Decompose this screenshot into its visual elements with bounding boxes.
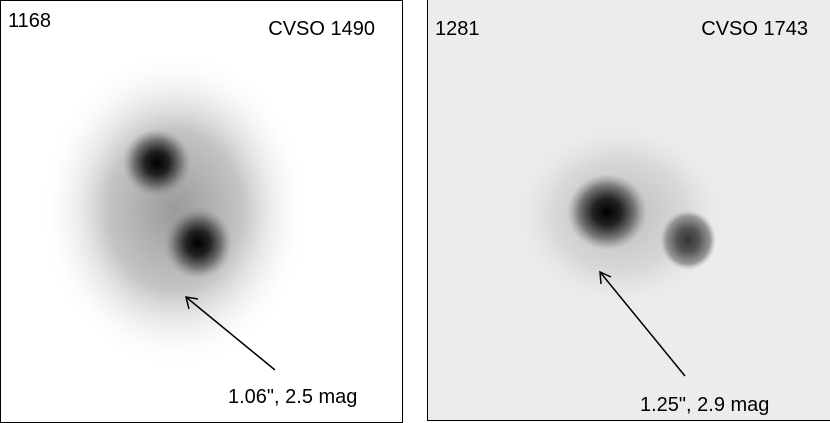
star-primary [567,174,647,250]
arrow [185,296,276,371]
star-secondary [164,207,232,279]
object-id: 1281 [435,18,480,40]
annotation: 1.06", 2.5 mag [228,386,357,408]
object-name: CVSO 1743 [701,18,808,40]
object-name: CVSO 1490 [268,18,375,40]
object-id: 1168 [8,10,51,32]
star-secondary [660,210,716,270]
panel-right: 1281 CVSO 1743 1.25", 2.9 mag [427,0,830,421]
star-primary [123,129,191,197]
arrow [599,271,686,377]
panel-left: 1168 CVSO 1490 1.06", 2.5 mag [0,0,403,423]
arrow-head [599,270,612,285]
nebula-halo [40,50,310,370]
arrow-head [184,296,199,310]
annotation: 1.25", 2.9 mag [640,394,769,416]
